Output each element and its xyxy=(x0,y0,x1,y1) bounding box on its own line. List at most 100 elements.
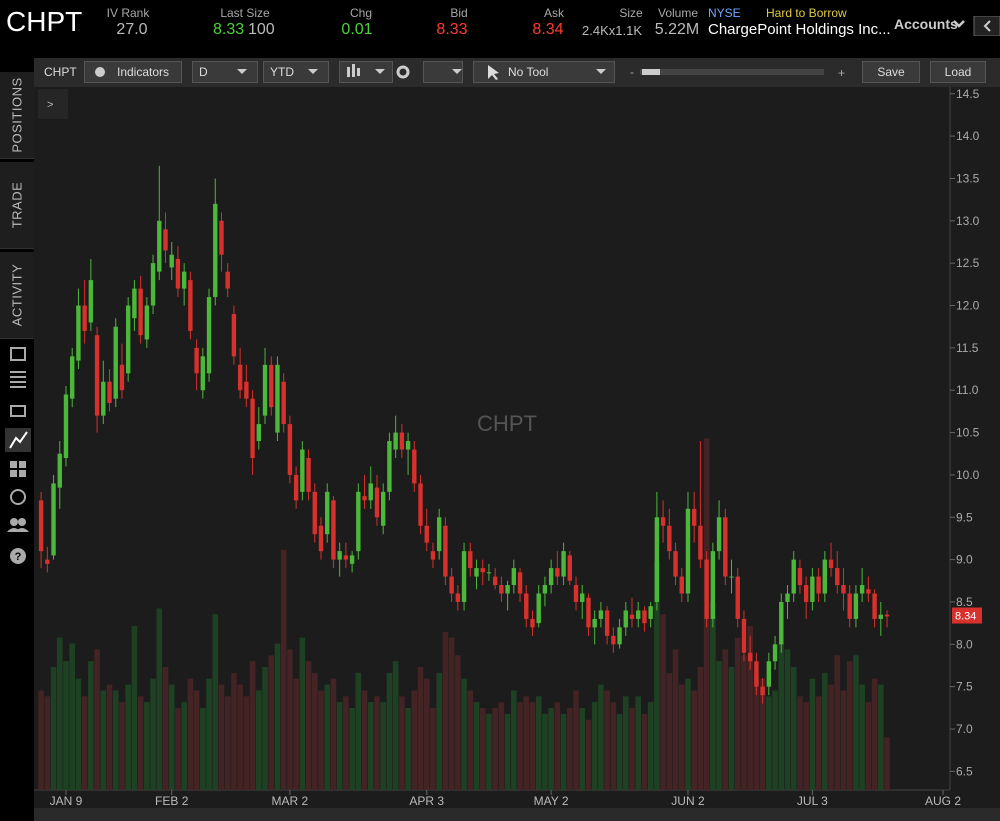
volume-bar xyxy=(660,614,666,790)
candle-body xyxy=(716,517,722,552)
candle-body xyxy=(312,491,317,535)
y-tick-label: 13.5 xyxy=(956,171,980,185)
candle-body xyxy=(169,254,174,268)
volume-bar xyxy=(237,684,243,790)
y-tick-label: 13.0 xyxy=(956,214,980,228)
volume-bar xyxy=(523,696,530,790)
candle-body xyxy=(387,441,392,492)
volume-bar xyxy=(56,637,63,790)
volume-bar xyxy=(392,661,399,790)
volume-bar xyxy=(187,678,194,790)
collapse-button[interactable] xyxy=(38,89,68,119)
volume-bar xyxy=(622,696,629,790)
volume-bar xyxy=(137,696,144,790)
x-tick-label: MAY 2 xyxy=(534,794,569,808)
y-tick-label: 11.0 xyxy=(956,383,979,397)
candle-body xyxy=(206,297,212,374)
header-arrows xyxy=(953,16,1000,36)
volume-bar xyxy=(790,666,797,790)
candle-body xyxy=(480,568,485,573)
volume-bar xyxy=(766,696,772,790)
y-tick-label: 12.5 xyxy=(956,256,980,270)
volume-bar xyxy=(853,655,859,790)
candle-body xyxy=(399,432,405,450)
candle-body xyxy=(94,335,100,416)
volume-bar xyxy=(399,696,405,790)
volume-bar xyxy=(311,672,318,790)
x-tick-label: JUL 3 xyxy=(797,794,828,808)
candle-body xyxy=(642,610,647,624)
volume-bar xyxy=(119,702,125,790)
volume-bar xyxy=(88,661,94,790)
volume-bar xyxy=(455,655,461,790)
volume-bar xyxy=(367,702,374,790)
volume-bar xyxy=(678,684,685,790)
volume-bar xyxy=(417,666,424,790)
volume-bar xyxy=(871,678,878,790)
candle-body xyxy=(181,271,187,289)
size: 100 xyxy=(248,21,275,38)
candle-body xyxy=(337,551,342,560)
volume-bar xyxy=(822,672,828,790)
volume-bar xyxy=(100,690,107,790)
volume-bar xyxy=(162,666,169,790)
interval-select[interactable]: D xyxy=(192,61,258,83)
candle-body xyxy=(486,572,492,574)
volume-bar xyxy=(324,684,331,790)
volume-bar xyxy=(112,690,119,790)
volume-bar xyxy=(274,643,281,790)
volume-bar xyxy=(641,713,648,790)
volume-bar xyxy=(293,678,299,790)
x-tick-label: APR 3 xyxy=(409,794,444,808)
volume-bar xyxy=(336,702,343,790)
volume-bar xyxy=(772,690,778,790)
volume-bar xyxy=(81,696,88,790)
positions-tab[interactable]: POSITIONS xyxy=(0,72,34,159)
volume-bar xyxy=(168,684,175,790)
trade-tab[interactable]: TRADE xyxy=(0,162,34,249)
candle-body xyxy=(175,258,181,289)
candle-body xyxy=(468,551,473,569)
activity-tab[interactable]: ACTIVITY xyxy=(0,252,34,339)
volume-bar xyxy=(386,672,393,790)
candle-body xyxy=(859,585,865,594)
indicators-button[interactable]: Indicators xyxy=(84,61,182,83)
candle-body xyxy=(443,525,448,577)
candle-body xyxy=(524,593,529,619)
candle-body xyxy=(405,441,411,450)
candle-body xyxy=(555,568,560,577)
svg-text:+: + xyxy=(838,66,845,80)
load-button[interactable]: Load xyxy=(930,61,986,83)
candle-body xyxy=(325,491,330,535)
volume-label: Volume xyxy=(657,6,699,20)
save-button[interactable]: Save xyxy=(862,61,920,83)
candle-body xyxy=(318,525,324,552)
volume-bar xyxy=(846,661,853,790)
candle-body xyxy=(548,568,554,586)
volume-bar xyxy=(144,702,150,790)
candle-body xyxy=(144,305,150,340)
accounts[interactable]: Accounts xyxy=(894,16,958,32)
candle-body xyxy=(331,500,336,560)
last-price-tag xyxy=(952,607,982,624)
toolbar-icons: - + xyxy=(95,64,845,80)
volume-bar xyxy=(374,696,380,790)
range-select[interactable]: YTD xyxy=(263,61,329,83)
candle-body xyxy=(76,305,81,361)
y-tick-label: 10.5 xyxy=(956,426,980,440)
volume: 5.22M xyxy=(654,21,700,38)
candle-body xyxy=(51,483,56,556)
volume-bar xyxy=(305,661,312,790)
tool-select[interactable]: No Tool xyxy=(473,61,615,83)
volume-bar xyxy=(629,707,635,790)
candle-body xyxy=(101,381,106,416)
volume-bar xyxy=(685,678,691,790)
scrollbar[interactable] xyxy=(34,808,1000,821)
drawing-select[interactable] xyxy=(423,61,463,83)
volume-bar xyxy=(38,690,44,790)
candle-body xyxy=(492,576,498,586)
volume-bar xyxy=(535,696,542,790)
volume-bar xyxy=(604,690,610,790)
candle-body xyxy=(623,610,628,628)
volume-bar xyxy=(797,696,803,790)
